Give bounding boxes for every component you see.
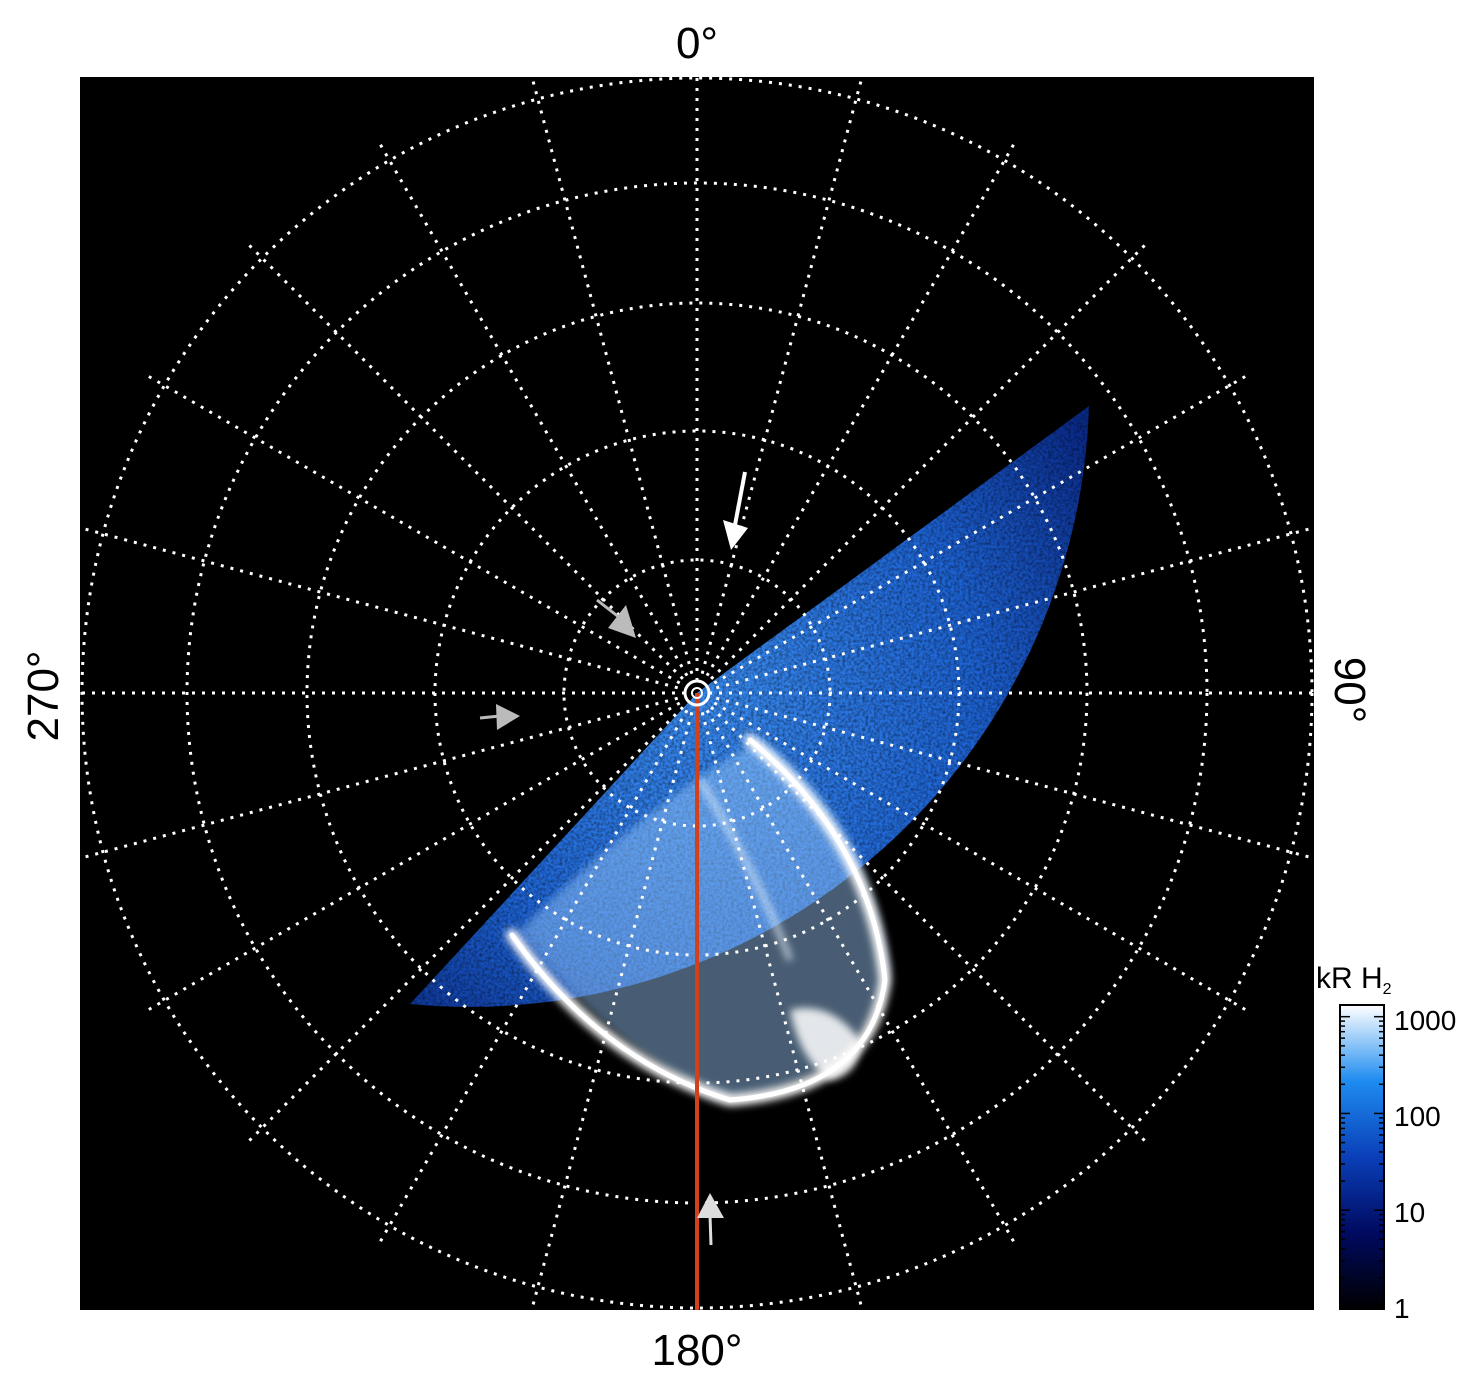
colorbar-tick-100: 100 [1394,1101,1441,1132]
grid-meridian [375,137,689,677]
arrow-gray-bottom [697,1193,724,1246]
arrow-gray-left [479,704,520,730]
pole-marker-inner [691,687,703,699]
colorbar-ticks [1340,1015,1384,1308]
colorbar-tick-10: 10 [1394,1197,1425,1228]
grid-meridian [713,371,1253,685]
grid-meridian [705,709,1019,1249]
colorbar-gradient [1339,1004,1385,1310]
grid-meridian [141,371,681,685]
grid-meridian [710,706,1151,1147]
colorbar-tick-1: 1 [1394,1293,1410,1324]
dayside-blob [790,1008,860,1080]
arrow-gray-upper-left [596,598,636,638]
colorbar-title: kR H2 [1316,962,1392,998]
label-270-deg: 270° [19,650,68,741]
grid-meridian [243,239,684,680]
grid-meridian [710,239,1151,680]
pole-marker-outer [683,679,711,707]
colorbar-tick-1000: 1000 [1394,1005,1456,1036]
grid-meridian [141,701,681,1015]
grid-meridian [705,137,1019,677]
inner-arc [697,778,793,962]
grid-meridian [713,701,1253,1015]
label-90-deg: 90° [1325,657,1374,724]
label-0-deg: 0° [676,19,718,68]
arrow-white-top [723,471,748,550]
colorbar: kR H2 1000 100 10 1 [1316,962,1456,1324]
grid-meridian [375,709,689,1249]
grid-meridian [243,706,684,1147]
label-180-deg: 180° [651,1326,742,1375]
